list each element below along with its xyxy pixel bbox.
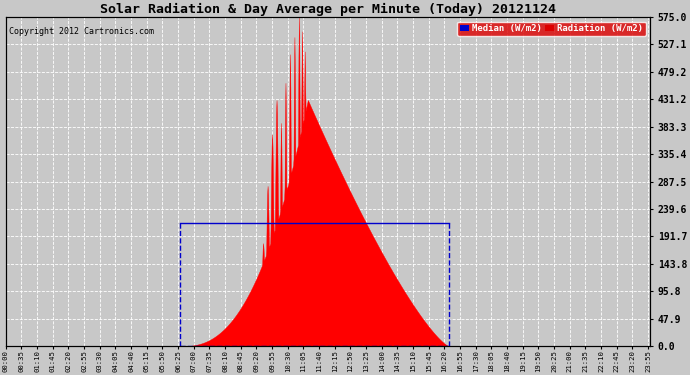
Title: Solar Radiation & Day Average per Minute (Today) 20121124: Solar Radiation & Day Average per Minute… <box>100 3 556 16</box>
Legend: Median (W/m2), Radiation (W/m2): Median (W/m2), Radiation (W/m2) <box>457 21 646 36</box>
Text: Copyright 2012 Cartronics.com: Copyright 2012 Cartronics.com <box>9 27 154 36</box>
